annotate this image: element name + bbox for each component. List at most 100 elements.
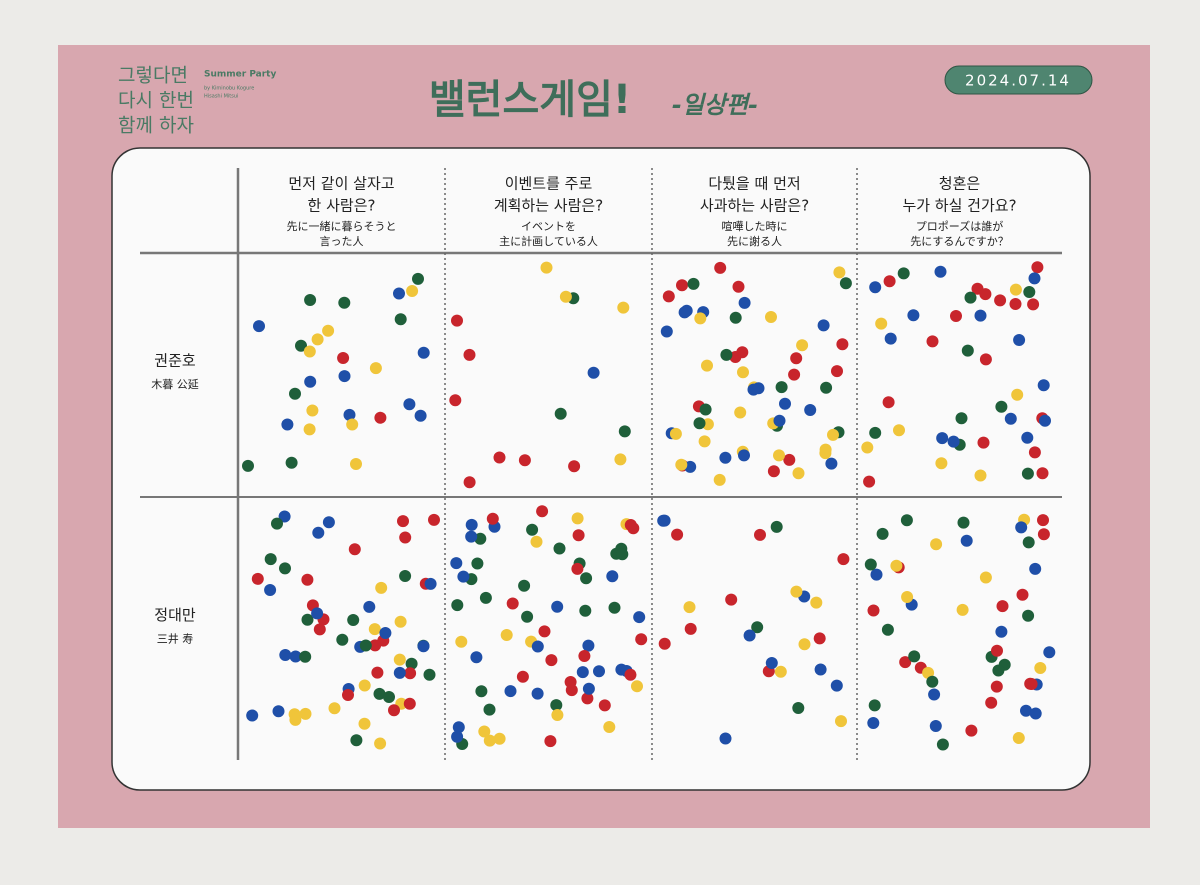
sticker-dot (337, 352, 350, 364)
sticker-dot (870, 568, 883, 581)
translation: 言った人 (320, 235, 364, 248)
sticker-dot (306, 404, 319, 417)
sticker-dot (1023, 286, 1036, 298)
sticker-dot (551, 709, 564, 721)
sticker-dot (825, 457, 838, 470)
sticker-dot (463, 476, 476, 489)
sticker-dot (289, 387, 301, 400)
sticker-dot (687, 277, 700, 290)
sticker-dot (713, 473, 726, 486)
sticker-dot (470, 651, 483, 664)
sticker-dot (955, 412, 968, 425)
sticker-dot (279, 649, 292, 661)
sticker-dot (343, 408, 356, 421)
sticker-dot (518, 454, 531, 467)
sticker-dot (1028, 446, 1041, 459)
sticker-dot (253, 320, 265, 333)
sticker-dot (322, 516, 335, 529)
sticker-dot (1013, 334, 1026, 346)
sticker-dot (299, 650, 312, 663)
row-name-ja: 木暮 公延 (151, 377, 199, 391)
row-name-ja: 三井 寿 (157, 632, 194, 646)
sticker-dot (1025, 678, 1038, 690)
sticker-dot (264, 584, 277, 596)
sticker-dot (699, 403, 712, 416)
sticker-dot (603, 721, 616, 733)
sticker-dot (322, 324, 335, 337)
sticker-dot (935, 457, 948, 470)
sticker-dot (593, 665, 605, 678)
sticker-dot (350, 458, 362, 470)
sticker-dot (403, 697, 416, 710)
sticker-dot (576, 666, 589, 679)
sticker-dot (991, 644, 1003, 657)
sticker-dot (281, 418, 294, 431)
sticker-dot (1036, 467, 1049, 480)
sticker-dot (579, 604, 592, 617)
sticker-dot (765, 311, 777, 323)
sticker-dot (792, 702, 805, 714)
sticker-dot (876, 527, 889, 540)
sticker-dot (1037, 528, 1050, 541)
sticker-dot (671, 528, 684, 541)
sticker-dot (536, 505, 549, 518)
sticker-dot (242, 459, 254, 472)
sticker-dot (901, 591, 914, 603)
sticker-dot (869, 281, 882, 294)
sticker-dot (747, 383, 760, 396)
sticker-dot (1022, 609, 1035, 622)
translation: 先にするんですか？ (910, 235, 1009, 248)
sticker-dot (338, 296, 351, 309)
sticker-dot (465, 530, 478, 543)
sticker-dot (412, 272, 424, 285)
sticker-dot (278, 510, 291, 523)
sticker-dot (301, 613, 314, 626)
sticker-dot (371, 666, 384, 679)
vote-dots (657, 514, 850, 745)
sticker-dot (957, 516, 970, 529)
sticker-dot (336, 633, 349, 646)
sticker-dot (773, 414, 786, 427)
sticker-dot (451, 314, 463, 327)
translation: 主に計画している人 (499, 234, 598, 248)
sticker-dot (393, 653, 406, 666)
sticker-dot (929, 720, 942, 732)
sticker-dot (827, 428, 839, 441)
sticker-dot (839, 277, 852, 290)
sticker-dot (683, 601, 696, 614)
sticker-dot (452, 721, 465, 734)
sticker-dot (1020, 704, 1032, 717)
sticker-dot (693, 417, 706, 430)
sticker-dot (304, 294, 317, 306)
sticker-dot (289, 650, 302, 663)
sticker-dot (449, 394, 462, 407)
panel (111, 147, 1091, 791)
sticker-dot (598, 699, 611, 712)
sticker-dot (493, 732, 506, 745)
sticker-dot (455, 635, 468, 648)
sticker-dot (720, 348, 733, 361)
sticker-dot (530, 535, 543, 548)
sticker-dot (417, 640, 430, 653)
sticker-dot (1039, 414, 1051, 427)
sticker-dot (631, 680, 643, 693)
sticker-dot (751, 621, 764, 634)
sticker-dot (790, 352, 803, 365)
sticker-dot (684, 622, 697, 635)
sticker-dot (279, 562, 291, 575)
vote-dots (242, 272, 430, 472)
sticker-dot (907, 309, 920, 322)
sticker-dot (1037, 379, 1050, 392)
sticker-dot (338, 370, 351, 383)
translation: 先に謝る人 (727, 234, 782, 248)
sticker-dot (819, 443, 832, 456)
sticker-dot (833, 266, 846, 279)
sticker-dot (373, 687, 386, 700)
sticker-dot (551, 600, 564, 613)
sticker-dot (531, 687, 544, 700)
sticker-dot (531, 640, 544, 653)
sticker-dot (417, 346, 430, 359)
sticker-dot (864, 558, 877, 571)
sticker-dot (463, 348, 476, 361)
